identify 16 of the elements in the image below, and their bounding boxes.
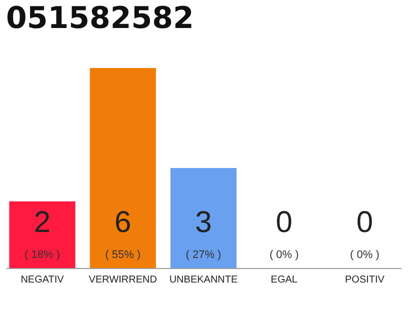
annotation: ( 0% )	[269, 249, 299, 261]
annotation: ( 18% )	[24, 249, 60, 261]
x-tick-label: EGAL	[270, 274, 298, 286]
annotation: ( 27% )	[186, 249, 222, 261]
data-label: 2	[34, 206, 51, 239]
x-tick-label: POSITIV	[345, 274, 385, 286]
chart-title: 051582582	[6, 1, 194, 36]
annotation: ( 55% )	[105, 249, 141, 261]
annotation: ( 0% )	[350, 249, 380, 261]
data-label: 0	[276, 206, 292, 239]
x-tick-label: NEGATIV	[20, 274, 64, 286]
x-tick-label: UNBEKANNTE	[169, 274, 238, 286]
data-label: 6	[114, 206, 132, 239]
x-tick-label: VERWIRREND	[88, 274, 157, 286]
data-label: 3	[195, 206, 212, 239]
data-label: 0	[356, 206, 374, 239]
